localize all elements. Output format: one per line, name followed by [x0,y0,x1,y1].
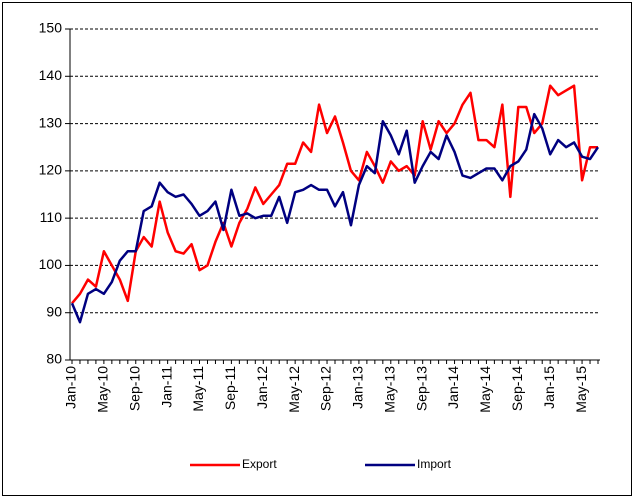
x-tick-label: May-11 [190,366,206,412]
y-tick-label: 90 [46,303,62,319]
x-tick-label: Jan-15 [541,366,557,409]
x-tick-label: May-13 [381,366,397,413]
x-tick-label: Sep-11 [222,366,238,410]
y-tick-label: 140 [39,67,63,83]
x-tick-label: May-14 [477,366,493,413]
y-tick-label: 100 [39,256,63,272]
y-tick-label: 80 [46,351,62,367]
y-tick-label: 110 [40,209,63,225]
x-tick-label: Jan-10 [63,366,79,409]
y-tick-label: 150 [39,20,63,36]
x-tick-label: Jan-13 [350,366,366,409]
x-tick-label: Jan-12 [254,366,270,409]
y-tick-label: 130 [39,114,63,130]
x-tick-label: Sep-12 [318,366,334,411]
series-line [70,112,600,324]
x-tick-label: Sep-14 [509,366,525,411]
x-tick-label: Jan-14 [445,366,461,409]
series-line [71,84,598,305]
x-tick-label: May-15 [573,366,589,413]
x-tick-label: Jan-11 [158,366,174,408]
legend-label: Export [242,457,277,471]
x-tick-label: May-10 [95,366,111,413]
x-tick-label: May-12 [286,366,302,413]
x-tick-label: Sep-13 [413,366,429,411]
y-tick-label: 120 [39,162,63,178]
legend-label: Import [417,457,452,471]
x-tick-label: Sep-10 [126,366,142,411]
